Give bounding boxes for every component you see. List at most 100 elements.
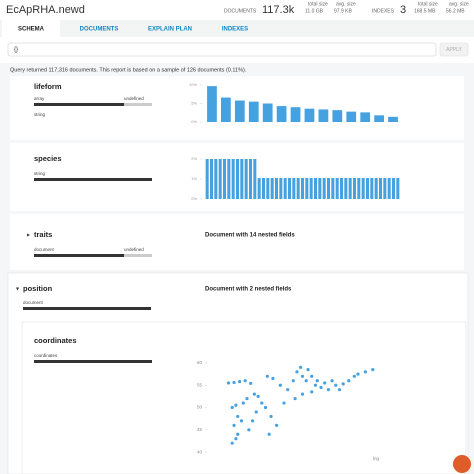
bar: [348, 178, 352, 199]
point: [300, 392, 305, 396]
bar: [270, 178, 274, 199]
field-name: coordinates: [34, 336, 77, 345]
bar: [205, 159, 209, 199]
point: [238, 380, 242, 384]
bar: [344, 178, 348, 199]
stat-value: 11.0 GB: [305, 8, 324, 14]
point: [230, 405, 234, 410]
bar: [374, 115, 384, 122]
apply-button[interactable]: [439, 42, 469, 57]
bar: [290, 107, 301, 122]
bar: [346, 111, 357, 122]
nested-note: Document with 14 nested fields: [205, 233, 295, 239]
point: [269, 414, 273, 419]
type-bar: [34, 178, 152, 181]
y-tick-label: 0%: [191, 119, 197, 124]
field-name[interactable]: traits: [34, 230, 52, 239]
bar: [361, 178, 365, 199]
point: [304, 379, 308, 383]
stat-value: 117.3k: [262, 4, 295, 16]
bar: [360, 112, 371, 122]
bar: [370, 178, 374, 199]
bar: [218, 159, 222, 199]
bar: [283, 178, 287, 199]
type-bar: [34, 254, 124, 257]
bar: [396, 178, 400, 199]
bar: [244, 159, 248, 199]
y-tick-label: 2%: [191, 156, 197, 161]
tab[interactable]: SCHEMA: [18, 27, 45, 33]
point: [247, 428, 251, 432]
point: [347, 379, 351, 383]
bar: [207, 86, 217, 122]
bar: [387, 178, 391, 199]
bar: [253, 159, 257, 199]
type-bar: [23, 307, 151, 310]
point: [291, 379, 295, 383]
point: [300, 374, 305, 378]
bar: [326, 178, 331, 199]
bar: [357, 178, 361, 199]
y-tick-label: 50: [197, 405, 203, 410]
stat-label: total size: [308, 1, 328, 7]
point: [275, 423, 279, 427]
point: [232, 423, 236, 427]
point: [245, 396, 249, 401]
bar: [296, 178, 300, 199]
bar: [240, 159, 244, 199]
bar: [322, 178, 326, 199]
tab-active-bg: [2, 20, 60, 37]
collapse-icon[interactable]: ▾: [16, 287, 19, 293]
stat-label: avg. size: [336, 1, 356, 7]
type-label: undefined: [124, 96, 144, 101]
field-card: [10, 214, 464, 270]
y-tick-label: 40: [197, 449, 203, 454]
field-name[interactable]: position: [23, 284, 53, 293]
point: [310, 374, 314, 378]
point: [265, 374, 269, 378]
bar: [209, 159, 214, 199]
bar: [339, 178, 344, 199]
type-label: undefined: [124, 247, 144, 252]
y-tick-label: 10%: [189, 82, 197, 87]
type-label: coordinates: [34, 353, 58, 358]
bar: [287, 178, 292, 199]
point: [293, 396, 297, 401]
bar: [234, 100, 245, 122]
tab[interactable]: INDEXES: [222, 27, 248, 33]
bar: [331, 178, 335, 199]
point: [249, 381, 253, 386]
point: [239, 419, 244, 423]
query-input[interactable]: [7, 42, 437, 57]
point: [323, 381, 327, 385]
tab[interactable]: DOCUMENTS: [80, 27, 119, 33]
point: [315, 379, 319, 383]
bar: [309, 178, 313, 199]
stat-value: 168.5 MB: [414, 8, 436, 14]
stat-value: 56.2 MB: [446, 8, 465, 14]
bar: [248, 101, 259, 122]
bar: [222, 159, 227, 199]
point: [352, 374, 356, 378]
type-label: string: [34, 171, 46, 176]
bar: [274, 178, 279, 199]
tab-bar: [0, 20, 474, 37]
y-tick-label: 55: [197, 382, 203, 387]
expand-icon[interactable]: ▸: [27, 233, 30, 239]
field-name: species: [34, 154, 62, 163]
help-button[interactable]: [453, 455, 471, 473]
point: [252, 392, 256, 396]
point: [282, 401, 286, 405]
point: [226, 381, 231, 385]
bar: [352, 178, 357, 199]
tab[interactable]: EXPLAIN PLAN: [148, 27, 192, 33]
type-label: document: [34, 247, 55, 252]
bar: [292, 178, 296, 199]
query-message: Query returned 117,316 documents. This r…: [10, 67, 247, 73]
bar: [231, 159, 235, 199]
bar: [279, 178, 283, 199]
point: [250, 419, 255, 423]
bar: [335, 178, 339, 199]
bar: [257, 178, 261, 199]
point: [243, 379, 247, 383]
